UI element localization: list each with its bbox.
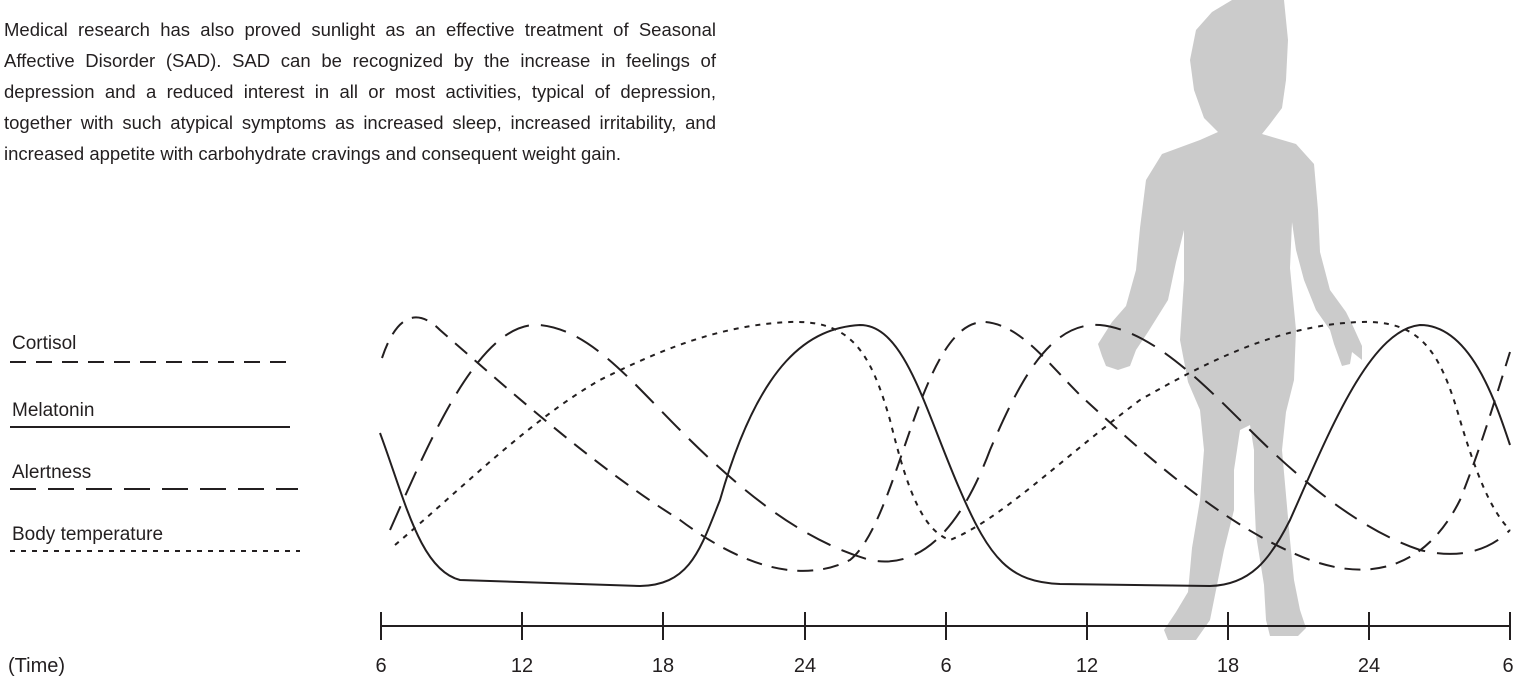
- tick-label: 12: [510, 655, 534, 677]
- legend-label-body-temperature: Body temperature: [12, 524, 164, 545]
- legend-label-melatonin: Melatonin: [12, 400, 95, 421]
- body-temperature-curve: [394, 320, 1511, 546]
- tick-label: 24: [1357, 655, 1381, 677]
- legend-label-cortisol: Cortisol: [12, 333, 77, 354]
- legend-label-alertness: Alertness: [12, 462, 92, 483]
- cortisol-curve: [381, 316, 1511, 572]
- tick-label: 24: [793, 655, 817, 677]
- melatonin-curve: [379, 323, 1511, 588]
- tick-label: 18: [1216, 655, 1240, 677]
- alertness-curve: [389, 323, 1511, 563]
- tick-label: 18: [651, 655, 675, 677]
- tick-label: 6: [940, 655, 952, 677]
- tick-label: 6: [1502, 655, 1514, 677]
- tick-label: 6: [375, 655, 387, 677]
- intro-paragraph: Medical research has also proved sunligh…: [4, 19, 716, 164]
- tick-label: 12: [1075, 655, 1099, 677]
- time-axis-label: (Time): [8, 655, 66, 677]
- human-silhouette-icon: [1098, 0, 1362, 640]
